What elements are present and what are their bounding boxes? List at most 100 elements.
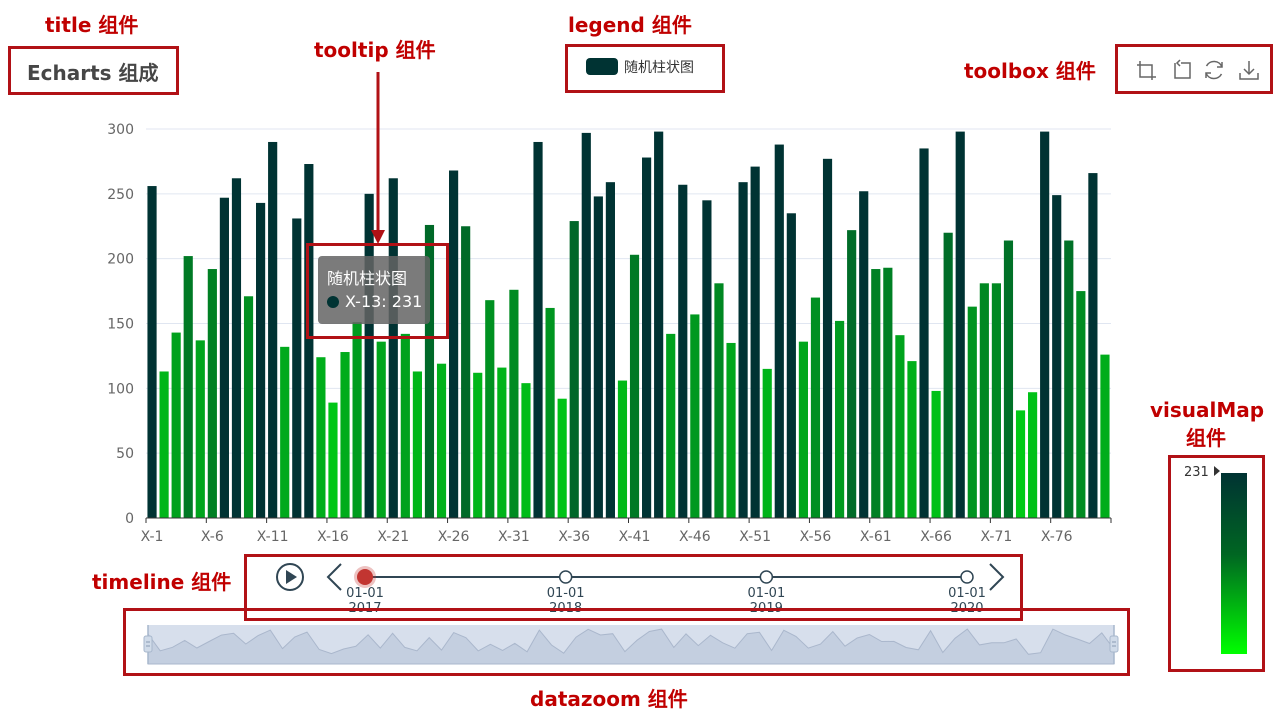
bar <box>919 148 929 518</box>
bar <box>497 367 507 518</box>
x-tick-label: X-6 <box>201 529 224 545</box>
y-tick-label: 300 <box>107 122 134 138</box>
bar <box>1015 410 1026 518</box>
bar <box>714 283 724 518</box>
bar <box>1052 195 1062 518</box>
y-tick-label: 200 <box>107 252 134 268</box>
bar <box>159 371 169 518</box>
bar <box>207 269 217 518</box>
bar <box>835 320 845 518</box>
tooltip-marker <box>327 296 339 308</box>
x-tick-label: X-1 <box>141 529 164 545</box>
zoom-select-icon[interactable] <box>1135 58 1159 82</box>
x-tick-label: X-16 <box>317 529 349 545</box>
bar <box>292 218 302 518</box>
bar <box>847 230 857 518</box>
bar <box>943 232 953 518</box>
tooltip-annotation: tooltip 组件 <box>314 38 436 62</box>
bar <box>509 289 519 518</box>
timeline-annotation-box <box>244 554 1023 621</box>
bar <box>376 341 386 518</box>
x-tick-label: X-31 <box>498 529 530 545</box>
y-tick-label: 50 <box>116 446 134 462</box>
bar <box>774 144 784 518</box>
bar <box>171 332 181 518</box>
bar <box>545 307 555 518</box>
bar <box>1040 131 1050 519</box>
bar <box>666 333 676 518</box>
bar <box>569 221 579 518</box>
bar <box>762 368 772 518</box>
bar <box>533 141 543 518</box>
x-tick-label: X-71 <box>981 529 1013 545</box>
bar <box>726 342 736 518</box>
bar <box>581 132 591 518</box>
bar <box>979 283 989 518</box>
bar <box>521 383 531 518</box>
bar <box>629 254 640 518</box>
x-tick-label: X-56 <box>800 529 832 545</box>
bar <box>750 166 760 518</box>
x-tick-label: X-61 <box>860 529 892 545</box>
y-tick-label: 150 <box>107 317 134 333</box>
bar <box>243 296 254 518</box>
bar <box>895 335 905 518</box>
x-tick-label: X-66 <box>920 529 952 545</box>
x-tick-label: X-11 <box>257 529 289 545</box>
bar <box>1003 240 1014 518</box>
bar <box>642 157 652 518</box>
bar <box>654 131 664 519</box>
bar <box>461 226 471 518</box>
legend-label[interactable]: 随机柱状图 <box>624 60 694 76</box>
bar <box>605 182 615 518</box>
x-tick-label: X-41 <box>619 529 651 545</box>
bar <box>316 357 326 518</box>
legend-swatch[interactable] <box>586 58 618 75</box>
restore-icon[interactable] <box>1202 58 1226 82</box>
bar <box>388 178 398 519</box>
bar <box>328 402 338 518</box>
bar <box>280 346 290 518</box>
bar <box>231 178 242 519</box>
zoom-back-icon[interactable] <box>1169 58 1193 82</box>
bar <box>183 256 193 518</box>
title-annotation-box <box>8 46 179 95</box>
bar <box>485 300 495 518</box>
bar <box>690 314 700 518</box>
bar <box>304 164 314 518</box>
bar <box>557 398 567 518</box>
bar <box>678 184 688 519</box>
bar <box>931 390 941 518</box>
tooltip-title: 随机柱状图 <box>327 269 408 288</box>
bar <box>449 170 459 518</box>
y-tick-label: 0 <box>125 511 134 527</box>
bar <box>340 352 350 518</box>
tooltip-annotation-box <box>306 243 449 339</box>
datazoom-annotation-box <box>123 608 1130 676</box>
x-tick-label: X-76 <box>1041 529 1073 545</box>
visualmap-annotation-line2: 组件 <box>1186 426 1226 450</box>
toolbox-annotation: toolbox 组件 <box>964 59 1096 83</box>
bar <box>436 363 447 518</box>
bar <box>883 267 893 518</box>
x-tick-label: X-36 <box>558 529 590 545</box>
bar <box>1028 392 1038 518</box>
bar <box>1088 173 1098 518</box>
bar <box>1100 354 1110 518</box>
bar <box>702 200 712 519</box>
bar <box>967 306 977 518</box>
legend-annotation: legend 组件 <box>568 13 692 37</box>
bar <box>871 269 881 518</box>
bar <box>822 158 833 518</box>
datazoom-annotation: datazoom 组件 <box>530 687 688 711</box>
tooltip: 随机柱状图 X-13: 231 <box>318 256 430 324</box>
timeline-annotation: timeline 组件 <box>92 570 232 594</box>
bar <box>147 186 157 518</box>
bar <box>859 191 869 519</box>
x-tick-label: X-26 <box>438 529 470 545</box>
bar <box>907 361 917 518</box>
visualmap-gradient-bar[interactable] <box>1221 473 1247 654</box>
y-tick-label: 100 <box>107 381 134 397</box>
save-as-image-icon[interactable] <box>1237 58 1261 82</box>
visualmap-handle-icon[interactable] <box>1214 466 1220 476</box>
